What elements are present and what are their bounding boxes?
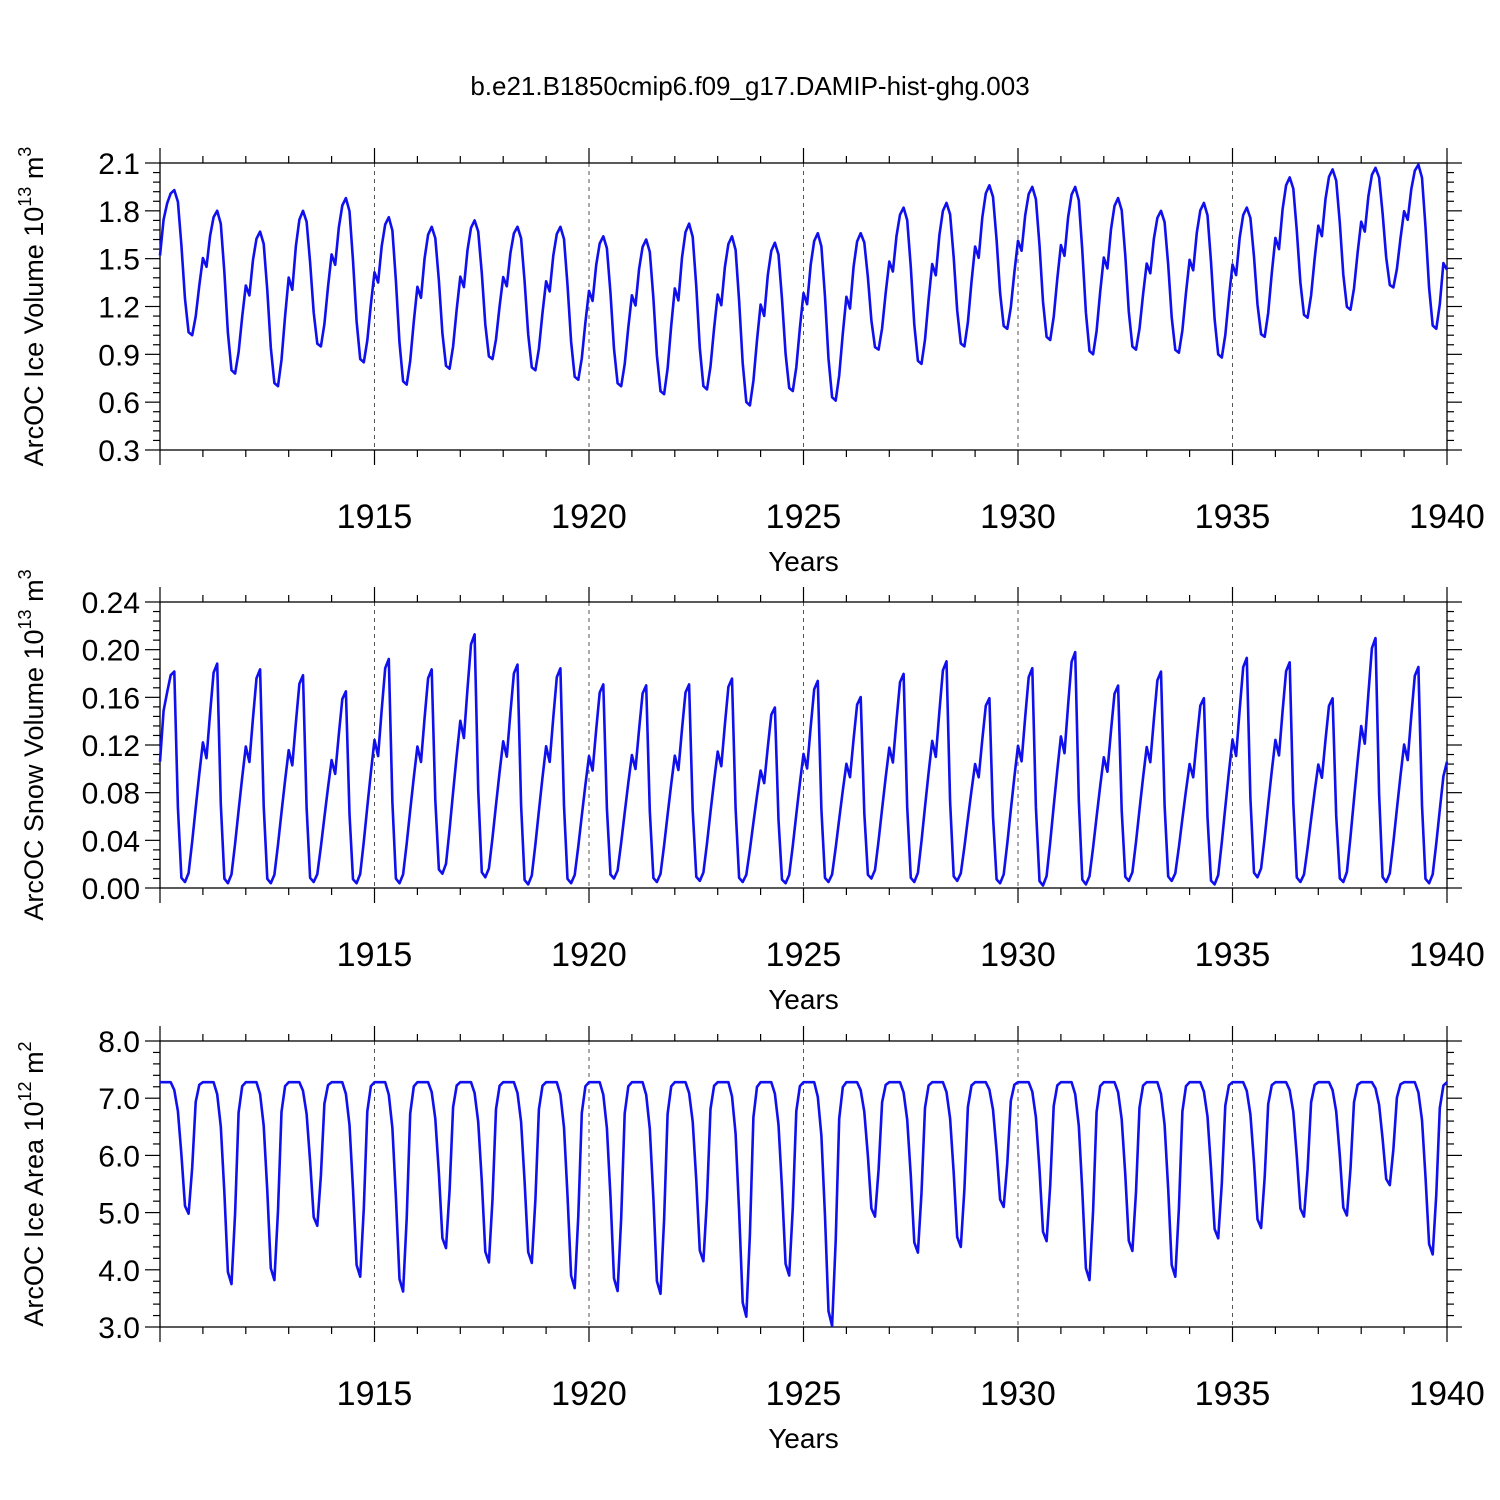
y-tick-label: 0.12 [82, 730, 140, 763]
x-tick-label: 1925 [766, 1375, 842, 1413]
y-tick-label: 1.8 [98, 196, 140, 229]
y-tick-label: 7.0 [98, 1083, 140, 1116]
x-tick-label: 1930 [980, 936, 1056, 974]
x-axis-label: Years [768, 546, 839, 577]
y-tick-label: 0.16 [82, 682, 140, 715]
y-tick-label: 2.1 [98, 148, 140, 181]
x-tick-label: 1935 [1195, 1375, 1271, 1413]
x-tick-label: 1925 [766, 498, 842, 536]
x-tick-label: 1915 [337, 498, 413, 536]
y-tick-label: 1.2 [98, 292, 140, 325]
x-tick-label: 1935 [1195, 936, 1271, 974]
y-tick-label: 0.04 [82, 825, 140, 858]
x-tick-label: 1920 [551, 936, 627, 974]
x-tick-label: 1915 [337, 1375, 413, 1413]
x-tick-label: 1925 [766, 936, 842, 974]
y-tick-label: 0.6 [98, 387, 140, 420]
x-axis-label: Years [768, 984, 839, 1015]
x-tick-label: 1920 [551, 1375, 627, 1413]
x-tick-label: 1915 [337, 936, 413, 974]
y-tick-label: 0.08 [82, 778, 140, 811]
x-tick-label: 1935 [1195, 498, 1271, 536]
panel-snow-volume: 0.00 0.04 0.08 0.12 0.16 0.20 0.24 1915 1920 1925… [15, 569, 1485, 1015]
y-tick-label: 0.24 [82, 587, 140, 620]
y-tick-label: 1.5 [98, 244, 140, 277]
panel-ice-area: 3.0 4.0 5.0 6.0 7.0 8.0 1915 1920 1925 1930 1935 19… [15, 1026, 1485, 1454]
x-tick-label: 1930 [980, 1375, 1056, 1413]
x-axis-label: Years [768, 1423, 839, 1454]
panel-ice-volume: 0.3 0.6 0.9 1.2 1.5 1.8 2.1 1915 1920 1925 1930 193… [15, 147, 1485, 577]
chart-panels: 0.3 0.6 0.9 1.2 1.5 1.8 2.1 1915 1920 1925 1930 193… [15, 147, 1485, 1454]
series-line-ice-area [160, 1080, 1448, 1328]
y-axis-label: ArcOC Snow Volume 1013 m3 [15, 569, 49, 920]
y-tick-label: 0.9 [98, 339, 140, 372]
series-line-ice-volume [158, 163, 1449, 407]
y-tick-label: 0.3 [98, 435, 140, 468]
y-axis-label: ArcOC Ice Volume 1013 m3 [15, 147, 49, 467]
y-axis-label: ArcOC Ice Area 1012 m2 [15, 1041, 49, 1326]
series-line-snow-volume [158, 633, 1449, 887]
figure-title: b.e21.B1850cmip6.f09_g17.DAMIP-hist-ghg.… [470, 71, 1029, 101]
x-tick-label: 1940 [1409, 498, 1485, 536]
y-tick-label: 8.0 [98, 1026, 140, 1059]
x-tick-label: 1940 [1409, 936, 1485, 974]
x-tick-label: 1920 [551, 498, 627, 536]
y-tick-label: 6.0 [98, 1140, 140, 1173]
x-tick-label: 1930 [980, 498, 1056, 536]
y-tick-label: 4.0 [98, 1255, 140, 1288]
y-tick-label: 3.0 [98, 1312, 140, 1345]
y-tick-label: 5.0 [98, 1198, 140, 1231]
y-tick-label: 0.00 [82, 873, 140, 906]
y-tick-label: 0.20 [82, 635, 140, 668]
x-tick-label: 1940 [1409, 1375, 1485, 1413]
